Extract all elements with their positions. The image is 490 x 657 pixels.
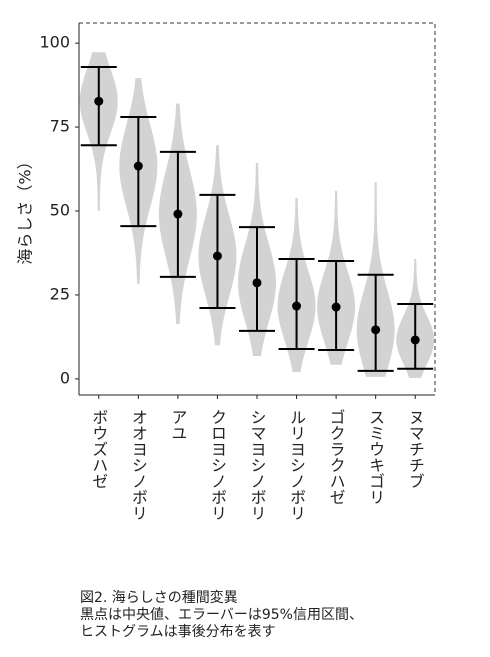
median-point: [331, 302, 341, 312]
caption-line: ヒストグラムは事後分布を表す: [80, 624, 276, 640]
median-point: [173, 209, 183, 219]
y-tick-label: 0: [60, 368, 70, 387]
x-tick-label: オオヨシノボリ: [129, 409, 148, 521]
y-tick-label: 25: [50, 284, 70, 303]
chart: 海らしさ（%） 0 25 50 75 100 ボウズハゼ オオヨシノボリ アユ クロヨシノボリ シ…: [16, 22, 436, 521]
median-point: [371, 325, 381, 335]
median-point: [292, 301, 302, 311]
x-tick-label: シマヨシノボリ: [248, 409, 267, 521]
x-tick-label: スミウキゴリ: [366, 409, 385, 505]
y-tick-label: 100: [39, 33, 70, 52]
median-point: [252, 278, 262, 288]
median-point: [94, 96, 104, 106]
x-tick-label: ヌマチチブ: [406, 409, 425, 489]
median-point: [410, 335, 420, 345]
x-tick-label: クロヨシノボリ: [208, 409, 227, 521]
caption-line: 黒点は中央値、エラーバーは95%信用区間、: [80, 607, 363, 623]
median-point: [212, 251, 222, 261]
x-tick-label: アユ: [168, 409, 187, 441]
x-tick-label: ルリヨシノボリ: [287, 409, 306, 521]
y-axis-label: 海らしさ（%）: [16, 153, 35, 264]
y-tick-label: 50: [50, 201, 70, 220]
x-tick-label: ゴクラクハゼ: [327, 409, 346, 505]
caption-line: 図2. 海らしさの種間変異: [80, 590, 238, 606]
y-tick-label: 75: [50, 117, 70, 136]
median-point: [133, 161, 143, 171]
x-tick-label: ボウズハゼ: [89, 409, 108, 489]
